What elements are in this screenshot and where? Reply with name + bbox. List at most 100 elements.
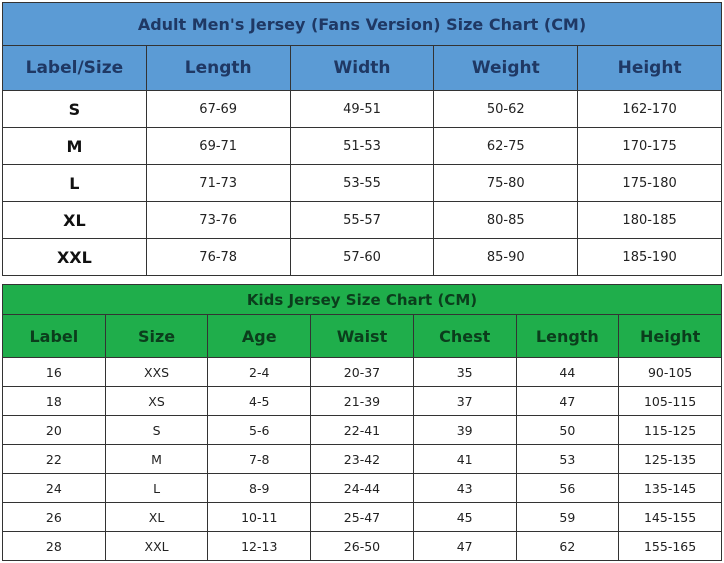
kids-table-cell: 115-125: [618, 415, 722, 445]
kids-table-cell: 16: [2, 357, 106, 387]
adult-table-row: XL 73-76 55-57 80-85 180-185: [2, 201, 722, 239]
adult-column-header: Length: [145, 45, 291, 91]
kids-table-cell: 25-47: [310, 502, 414, 532]
adult-table-cell: 175-180: [577, 164, 722, 202]
adult-table-cell: 80-85: [433, 201, 579, 239]
adult-table-cell: 57-60: [289, 238, 435, 276]
kids-column-header: Age: [207, 314, 312, 358]
adult-column-header: Width: [289, 45, 435, 91]
adult-table-cell: 69-71: [145, 127, 291, 165]
kids-table-cell: 41: [412, 444, 517, 474]
adult-table-cell: 62-75: [433, 127, 579, 165]
kids-chart-title: Kids Jersey Size Chart (CM): [2, 284, 722, 315]
kids-table-cell: 47: [515, 386, 620, 416]
adult-table-row: M 69-71 51-53 62-75 170-175: [2, 127, 722, 165]
kids-table-cell: 20-37: [310, 357, 414, 387]
adult-table-cell: 185-190: [577, 238, 722, 276]
adult-table-row: XXL 76-78 57-60 85-90 185-190: [2, 238, 722, 276]
kids-table-cell: 135-145: [618, 473, 722, 503]
kids-column-header: Chest: [412, 314, 517, 358]
adult-column-header: Label/Size: [2, 45, 147, 91]
kids-table-cell: 47: [412, 531, 517, 561]
adult-chart-title: Adult Men's Jersey (Fans Version) Size C…: [2, 2, 722, 46]
kids-table-cell: 2-4: [207, 357, 312, 387]
kids-table-cell: M: [104, 444, 209, 474]
kids-table-cell: 23-42: [310, 444, 414, 474]
adult-table-cell: XXL: [2, 238, 147, 276]
adult-table-cell: 55-57: [289, 201, 435, 239]
kids-header-row: Label Size Age Waist Chest Length Height: [2, 314, 722, 358]
kids-table-cell: 26: [2, 502, 106, 532]
kids-table-cell: 39: [412, 415, 517, 445]
kids-table-row: 16 XXS 2-4 20-37 35 44 90-105: [2, 357, 722, 387]
kids-table-cell: 56: [515, 473, 620, 503]
kids-table-cell: 5-6: [207, 415, 312, 445]
kids-table-cell: 62: [515, 531, 620, 561]
kids-table-cell: 37: [412, 386, 517, 416]
kids-column-header: Size: [104, 314, 209, 358]
adult-table-cell: 51-53: [289, 127, 435, 165]
kids-table-cell: 18: [2, 386, 106, 416]
adult-column-header: Weight: [433, 45, 579, 91]
kids-table-row: 26 XL 10-11 25-47 45 59 145-155: [2, 502, 722, 532]
adult-table-cell: M: [2, 127, 147, 165]
kids-table-cell: 22-41: [310, 415, 414, 445]
kids-table-cell: XXL: [104, 531, 209, 561]
adult-table-row: S 67-69 49-51 50-62 162-170: [2, 90, 722, 128]
kids-column-header: Waist: [310, 314, 414, 358]
kids-table-cell: L: [104, 473, 209, 503]
adult-table-cell: 162-170: [577, 90, 722, 128]
kids-table-cell: 53: [515, 444, 620, 474]
kids-table-cell: 8-9: [207, 473, 312, 503]
kids-table-cell: 20: [2, 415, 106, 445]
kids-table-cell: 105-115: [618, 386, 722, 416]
adult-table-cell: 49-51: [289, 90, 435, 128]
kids-size-chart: Kids Jersey Size Chart (CM) Label Size Age…: [2, 284, 722, 561]
kids-table-cell: 44: [515, 357, 620, 387]
adult-table-cell: 85-90: [433, 238, 579, 276]
adult-table-cell: 75-80: [433, 164, 579, 202]
adult-table-cell: 50-62: [433, 90, 579, 128]
kids-table-cell: 21-39: [310, 386, 414, 416]
kids-table-row: 20 S 5-6 22-41 39 50 115-125: [2, 415, 722, 445]
adult-table-cell: 67-69: [145, 90, 291, 128]
kids-table-cell: 125-135: [618, 444, 722, 474]
kids-column-header: Label: [2, 314, 106, 358]
kids-table-cell: 155-165: [618, 531, 722, 561]
kids-table-cell: 35: [412, 357, 517, 387]
kids-table-row: 22 M 7-8 23-42 41 53 125-135: [2, 444, 722, 474]
kids-table-row: 18 XS 4-5 21-39 37 47 105-115: [2, 386, 722, 416]
kids-table-cell: 24: [2, 473, 106, 503]
kids-table-cell: 145-155: [618, 502, 722, 532]
adult-table-cell: 76-78: [145, 238, 291, 276]
adult-table-cell: 53-55: [289, 164, 435, 202]
adult-table-cell: 73-76: [145, 201, 291, 239]
adult-column-header: Height: [577, 45, 722, 91]
kids-table-cell: 26-50: [310, 531, 414, 561]
kids-column-header: Height: [618, 314, 722, 358]
adult-table-cell: L: [2, 164, 147, 202]
adult-table-cell: 71-73: [145, 164, 291, 202]
adult-table-cell: S: [2, 90, 147, 128]
kids-table-cell: 90-105: [618, 357, 722, 387]
adult-table-row: L 71-73 53-55 75-80 175-180: [2, 164, 722, 202]
kids-table-cell: 24-44: [310, 473, 414, 503]
kids-table-cell: S: [104, 415, 209, 445]
kids-table-cell: 28: [2, 531, 106, 561]
adult-table-cell: XL: [2, 201, 147, 239]
kids-table-cell: 22: [2, 444, 106, 474]
kids-column-header: Length: [515, 314, 620, 358]
kids-table-cell: 45: [412, 502, 517, 532]
kids-table-cell: 12-13: [207, 531, 312, 561]
kids-table-cell: 50: [515, 415, 620, 445]
kids-table-cell: 59: [515, 502, 620, 532]
adult-size-chart: Adult Men's Jersey (Fans Version) Size C…: [2, 2, 722, 276]
kids-table-cell: 10-11: [207, 502, 312, 532]
kids-table-cell: XS: [104, 386, 209, 416]
kids-table-cell: XL: [104, 502, 209, 532]
kids-table-row: 24 L 8-9 24-44 43 56 135-145: [2, 473, 722, 503]
adult-header-row: Label/Size Length Width Weight Height: [2, 45, 722, 91]
kids-table-row: 28 XXL 12-13 26-50 47 62 155-165: [2, 531, 722, 561]
kids-table-cell: 4-5: [207, 386, 312, 416]
adult-table-cell: 170-175: [577, 127, 722, 165]
